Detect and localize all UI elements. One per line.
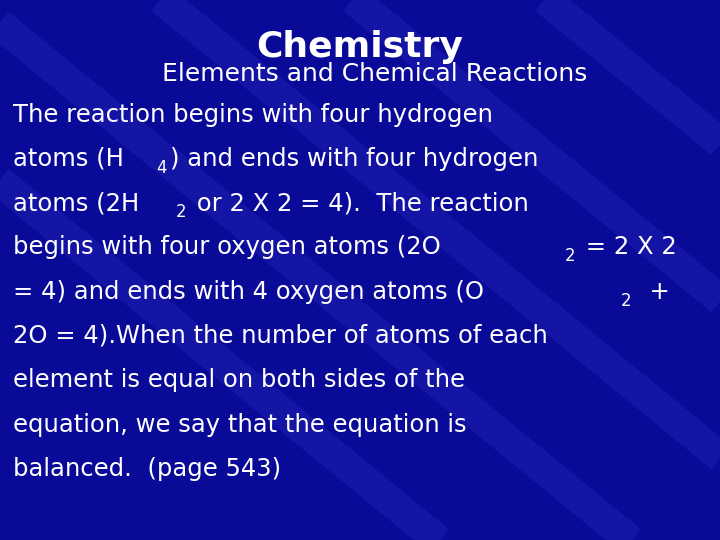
Text: The reaction begins with four hydrogen: The reaction begins with four hydrogen [13, 103, 492, 126]
Text: Elements and Chemical Reactions: Elements and Chemical Reactions [162, 62, 587, 86]
Text: 4: 4 [156, 159, 166, 177]
Text: or 2 X 2 = 4).  The reaction: or 2 X 2 = 4). The reaction [189, 191, 529, 215]
Text: 2: 2 [565, 247, 575, 265]
Text: element is equal on both sides of the: element is equal on both sides of the [13, 368, 465, 392]
Text: +: + [634, 280, 670, 303]
Text: atoms (2H: atoms (2H [13, 191, 139, 215]
Text: equation, we say that the equation is: equation, we say that the equation is [13, 413, 467, 436]
Text: = 2 X 2: = 2 X 2 [578, 235, 678, 259]
Text: 2: 2 [621, 292, 631, 309]
Text: atoms (H: atoms (H [13, 147, 124, 171]
Text: = 4) and ends with 4 oxygen atoms (O: = 4) and ends with 4 oxygen atoms (O [13, 280, 484, 303]
Text: 2: 2 [176, 203, 186, 221]
Text: ) and ends with four hydrogen: ) and ends with four hydrogen [170, 147, 538, 171]
Text: Chemistry: Chemistry [256, 30, 464, 64]
Text: balanced.  (page 543): balanced. (page 543) [13, 457, 281, 481]
Text: begins with four oxygen atoms (2O: begins with four oxygen atoms (2O [13, 235, 441, 259]
Text: 2O = 4).When the number of atoms of each: 2O = 4).When the number of atoms of each [13, 324, 548, 348]
